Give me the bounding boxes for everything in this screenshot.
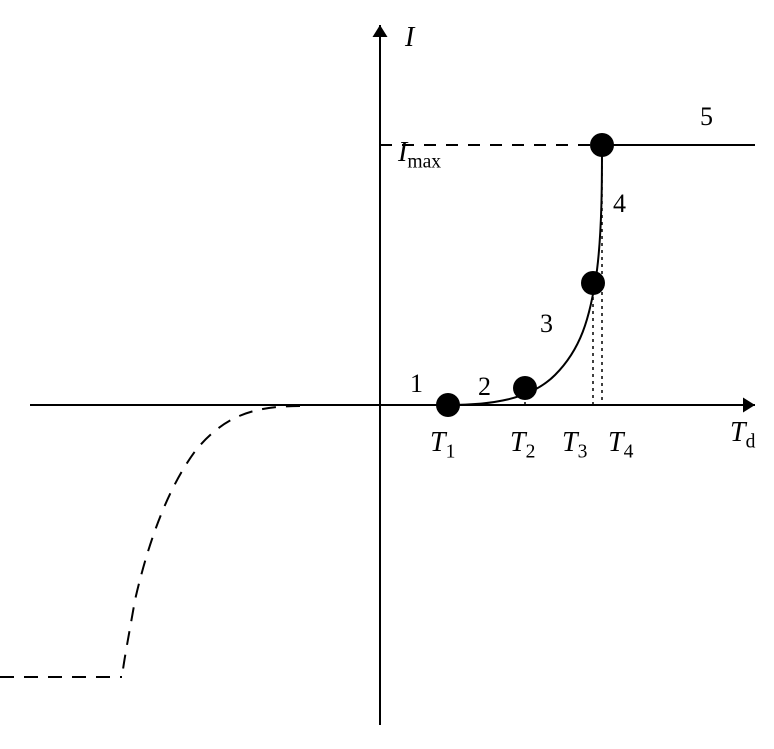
tick-label-t4: T4 (608, 427, 633, 464)
diagram-svg (0, 0, 774, 749)
tick-label-t1: T1 (430, 427, 455, 464)
x-axis-label: Td (730, 417, 755, 454)
imax-label: Imax (398, 137, 441, 174)
y-axis-label: I (405, 22, 414, 54)
segment-label-1: 1 (410, 369, 423, 399)
segment-label-5: 5 (700, 102, 713, 132)
segment-label-4: 4 (613, 189, 626, 219)
segment-label-2: 2 (478, 372, 491, 402)
tick-label-t2: T2 (510, 427, 535, 464)
segment-label-3: 3 (540, 309, 553, 339)
tick-label-t3: T3 (562, 427, 587, 464)
